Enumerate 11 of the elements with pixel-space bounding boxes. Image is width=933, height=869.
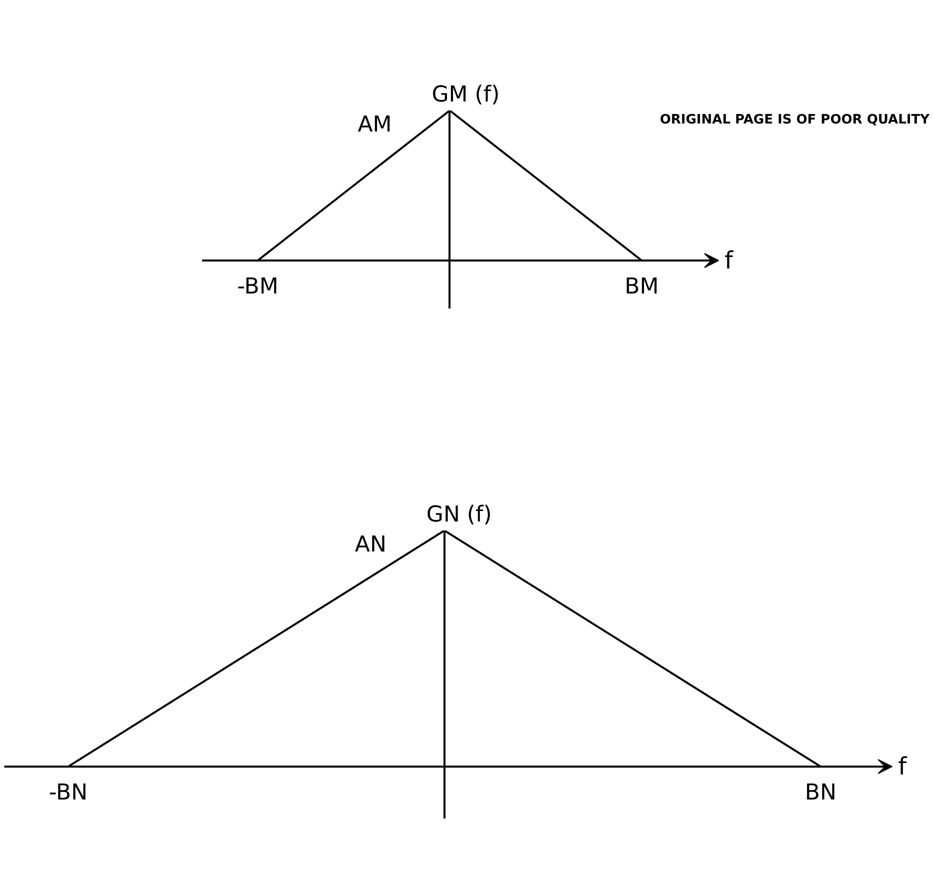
x-tick-label: BM xyxy=(624,274,659,300)
x-tick-label: -BN xyxy=(48,780,88,806)
x-tick-label: -BM xyxy=(237,274,278,300)
annotation: AM xyxy=(358,112,392,138)
x-tick-label: BN xyxy=(804,780,836,806)
x-axis-title: f xyxy=(724,246,734,274)
annotation: ORIGINAL PAGE IS OF POOR QUALITY xyxy=(660,112,930,128)
x-axis-title: f xyxy=(898,752,908,781)
annotation: AN xyxy=(354,532,386,558)
y-axis-title: GN (f) xyxy=(426,502,492,528)
y-axis-title: GM (f) xyxy=(432,82,500,108)
